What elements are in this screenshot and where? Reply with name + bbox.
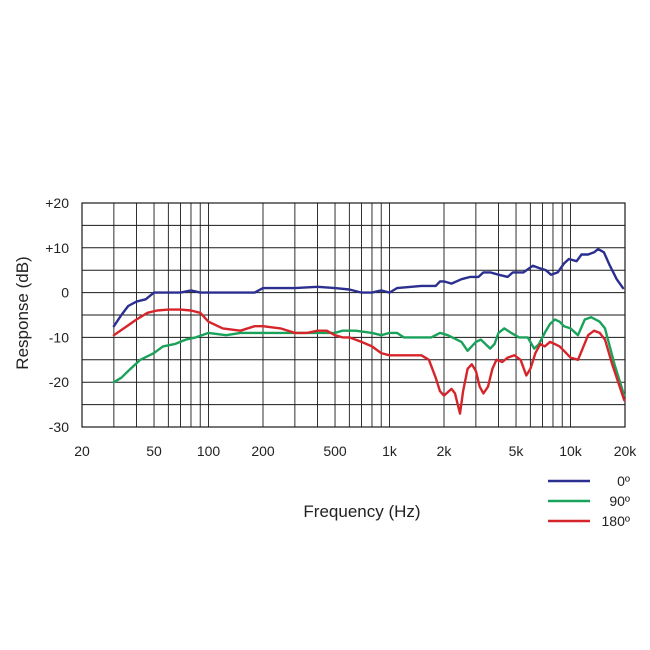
legend-label: 180º: [602, 513, 630, 529]
y-tick-label: +10: [45, 240, 69, 256]
legend: 0º 90º 180º: [548, 473, 630, 529]
y-tick-label: -20: [49, 374, 69, 390]
legend-label: 90º: [609, 493, 630, 509]
x-tick-label: 20k: [614, 443, 638, 459]
x-tick-label: 500: [323, 443, 347, 459]
y-tick-label: -30: [49, 419, 69, 435]
y-tick-label: 0: [61, 285, 69, 301]
series-line: [112, 316, 626, 397]
series-line: [112, 308, 626, 415]
y-tick-label: -10: [49, 329, 69, 345]
x-axis-title: Frequency (Hz): [303, 502, 420, 521]
y-tick-labels: +20 +10 0 -10 -20 -30: [45, 195, 69, 435]
grid: [81, 202, 626, 428]
y-axis-title: Response (dB): [13, 256, 32, 369]
x-tick-label: 100: [197, 443, 221, 459]
y-tick-label: +20: [45, 195, 69, 211]
x-tick-label: 20: [74, 443, 90, 459]
x-tick-label: 200: [251, 443, 275, 459]
x-tick-label: 10k: [559, 443, 583, 459]
x-tick-labels: 20 50 100 200 500 1k 2k 5k 10k 20k: [74, 443, 637, 459]
series-line: [112, 247, 625, 328]
x-tick-label: 1k: [382, 443, 398, 459]
series-lines: [112, 247, 626, 415]
x-tick-label: 5k: [509, 443, 525, 459]
legend-label: 0º: [617, 473, 630, 489]
x-tick-label: 50: [146, 443, 162, 459]
x-tick-label: 2k: [437, 443, 453, 459]
